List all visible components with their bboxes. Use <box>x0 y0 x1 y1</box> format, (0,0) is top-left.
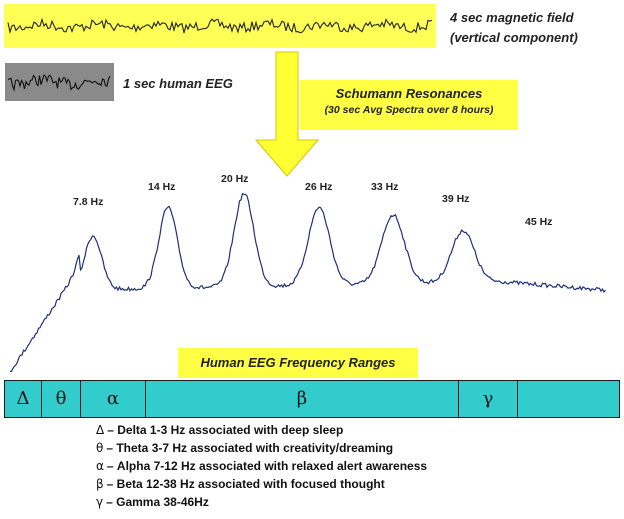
legend-delta-text: – Delta 1-3 Hz associated with deep slee… <box>107 423 344 437</box>
peak-label-7-8hz: 7.8 Hz <box>73 196 104 208</box>
schumann-box: Schumann Resonances (30 sec Avg Spectra … <box>300 80 518 130</box>
band-alpha: α <box>80 380 146 418</box>
band-beyond <box>517 380 620 418</box>
legend-beta-symbol: β <box>96 477 104 491</box>
schumann-title: Schumann Resonances <box>335 86 483 101</box>
peak-label-20hz: 20 Hz <box>221 173 249 185</box>
magnetic-field-label-line1: 4 sec magnetic field <box>450 10 574 25</box>
band-beta: β <box>145 380 459 418</box>
legend-beta: β – Beta 12-38 Hz associated with focused… <box>96 477 385 491</box>
magnetic-field-trace <box>7 17 433 35</box>
peak-label-39hz: 39 Hz <box>442 193 470 205</box>
band-delta: Δ <box>4 380 42 418</box>
eeg-trace <box>7 74 111 92</box>
legend-gamma-symbol: γ <box>96 495 104 509</box>
legend-gamma: γ – Gamma 38-46Hz <box>96 495 209 509</box>
eeg-label: 1 sec human EEG <box>123 76 233 91</box>
legend-beta-text: – Beta 12-38 Hz associated with focused … <box>106 477 385 491</box>
legend-delta-symbol: Δ <box>96 423 105 437</box>
peak-label-45hz: 45 Hz <box>525 216 553 228</box>
peak-label-26hz: 26 Hz <box>305 181 333 193</box>
legend-delta: Δ – Delta 1-3 Hz associated with deep sle… <box>96 423 343 437</box>
band-theta: θ <box>41 380 81 418</box>
schumann-spectrum-trace <box>9 192 606 372</box>
legend-alpha-text: – Alpha 7-12 Hz associated with relaxed … <box>106 459 428 473</box>
legend-theta-symbol: θ <box>96 441 104 455</box>
peak-label-14hz: 14 Hz <box>148 181 176 193</box>
band-gamma: γ <box>458 380 518 418</box>
peak-label-33hz: 33 Hz <box>371 181 399 193</box>
eeg-ranges-title: Human EEG Frequency Ranges <box>178 348 418 378</box>
down-arrow-icon <box>254 51 320 177</box>
legend-theta-text: – Theta 3-7 Hz associated with creativit… <box>106 441 394 455</box>
legend-alpha: α – Alpha 7-12 Hz associated with relaxed… <box>96 459 427 473</box>
legend-gamma-text: – Gamma 38-46Hz <box>106 495 209 509</box>
schumann-subtitle: (30 sec Avg Spectra over 8 hours) <box>324 104 494 116</box>
magnetic-field-label-line2: (vertical component) <box>450 30 578 45</box>
legend-theta: θ – Theta 3-7 Hz associated with creativi… <box>96 441 393 455</box>
legend-alpha-symbol: α <box>96 459 104 473</box>
